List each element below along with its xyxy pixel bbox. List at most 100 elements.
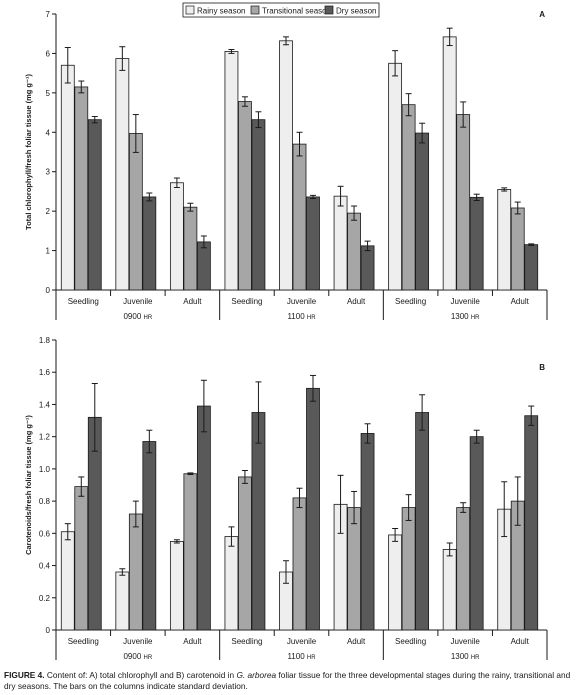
- bar: [115, 571, 130, 631]
- category-label: Juvenile: [123, 637, 153, 646]
- bar: [60, 531, 75, 631]
- bar: [510, 207, 525, 291]
- y-tick-label: 1: [46, 247, 51, 256]
- bar: [74, 486, 89, 631]
- bar: [60, 64, 75, 291]
- y-tick-label: 5: [46, 89, 51, 98]
- y-tick-label: 0: [46, 286, 51, 295]
- category-label: Juvenile: [287, 637, 317, 646]
- bar: [333, 195, 348, 291]
- y-tick-label: 1.0: [39, 465, 51, 474]
- bar: [388, 62, 403, 291]
- y-tick-label: 3: [46, 168, 51, 177]
- bar: [251, 119, 266, 291]
- category-label: Seedling: [395, 637, 426, 646]
- group-label: 1300 HR: [451, 652, 480, 661]
- bar: [442, 549, 457, 631]
- bar: [456, 507, 471, 631]
- bar: [142, 441, 157, 631]
- legend-label: Dry season: [336, 7, 376, 16]
- bar: [115, 58, 130, 291]
- bar: [169, 540, 184, 631]
- panel-label: A: [539, 10, 545, 19]
- y-tick-label: 2: [46, 207, 51, 216]
- group-label: 1100 HR: [287, 312, 316, 321]
- group-unit: HR: [471, 655, 480, 661]
- bar: [224, 51, 239, 291]
- bar: [183, 473, 198, 631]
- category-label: Juvenile: [123, 297, 153, 306]
- category-label: Adult: [347, 637, 366, 646]
- bar: [196, 241, 211, 291]
- bar: [415, 412, 430, 631]
- y-tick-label: 7: [46, 10, 51, 19]
- category-label: Adult: [511, 297, 530, 306]
- group-time: 1300: [451, 652, 471, 661]
- y-tick-label: 1.2: [39, 433, 51, 442]
- bar: [360, 433, 375, 631]
- bar: [74, 86, 89, 291]
- y-tick-label: 0.4: [39, 562, 51, 571]
- bar: [347, 507, 361, 631]
- bar: [128, 513, 143, 631]
- group-time: 0900: [123, 652, 143, 661]
- category-label: Juvenile: [287, 297, 317, 306]
- group-time: 1100: [287, 652, 306, 661]
- bar: [183, 206, 198, 291]
- group-unit: HR: [307, 315, 316, 321]
- category-label: Seedling: [231, 637, 262, 646]
- bar: [442, 36, 457, 291]
- bar: [497, 189, 512, 291]
- group-time: 1300: [451, 312, 471, 321]
- bar: [251, 412, 266, 631]
- category-label: Adult: [183, 637, 202, 646]
- bar: [306, 387, 320, 631]
- bar: [292, 143, 307, 291]
- category-label: Seedling: [231, 297, 262, 306]
- bar: [306, 196, 320, 291]
- bar: [279, 40, 293, 291]
- y-tick-label: 0.8: [39, 497, 51, 506]
- category-label: Seedling: [68, 637, 99, 646]
- bar: [196, 405, 211, 631]
- y-tick-label: 1.4: [39, 400, 51, 409]
- bar: [456, 114, 471, 291]
- y-axis-label: Total chlorophyll/fresh foliar tissue (m…: [24, 74, 33, 230]
- figure-caption: FIGURE 4. Content of: A) total chlorophy…: [4, 670, 574, 691]
- legend: Rainy season Transitional season Dry seaso…: [182, 2, 380, 18]
- category-label: Adult: [183, 297, 202, 306]
- bar: [360, 245, 375, 291]
- caption-text-before-species: Content of: A) total chlorophyll and B) …: [44, 670, 237, 680]
- group-unit: HR: [144, 655, 153, 661]
- legend-label: Rainy season: [197, 7, 245, 16]
- y-tick-label: 6: [46, 49, 51, 58]
- caption-figure-label: FIGURE 4.: [4, 670, 45, 680]
- y-tick-label: 4: [46, 128, 51, 137]
- bar: [224, 536, 239, 631]
- y-tick-label: 0.6: [39, 529, 51, 538]
- legend-swatch: [185, 5, 195, 15]
- panel-label: B: [539, 363, 545, 372]
- bar: [169, 182, 184, 291]
- category-label: Juvenile: [450, 297, 480, 306]
- bar: [128, 133, 143, 291]
- group-unit: HR: [144, 315, 153, 321]
- category-label: Seedling: [395, 297, 426, 306]
- group-label: 1300 HR: [451, 312, 480, 321]
- caption-species: G. arborea: [236, 670, 277, 680]
- bar: [524, 244, 539, 291]
- legend-swatch: [324, 5, 334, 15]
- y-tick-label: 1.8: [39, 336, 51, 345]
- bar: [238, 101, 252, 291]
- group-time: 0900: [123, 312, 143, 321]
- group-label: 0900 HR: [123, 312, 152, 321]
- group-unit: HR: [471, 315, 480, 321]
- bar: [292, 497, 307, 631]
- chart-panel-b: 0 0.2 0.4 0.6 0.8 1.0 1.2 1.4 1.6 1.8 Carotenoids/…: [24, 336, 548, 661]
- bar: [401, 104, 416, 291]
- y-tick-label: 1.6: [39, 368, 51, 377]
- bar: [524, 415, 539, 631]
- caption-text-after-species: foliar tissue for the three developmenta…: [4, 670, 571, 691]
- group-time: 1100: [287, 312, 306, 321]
